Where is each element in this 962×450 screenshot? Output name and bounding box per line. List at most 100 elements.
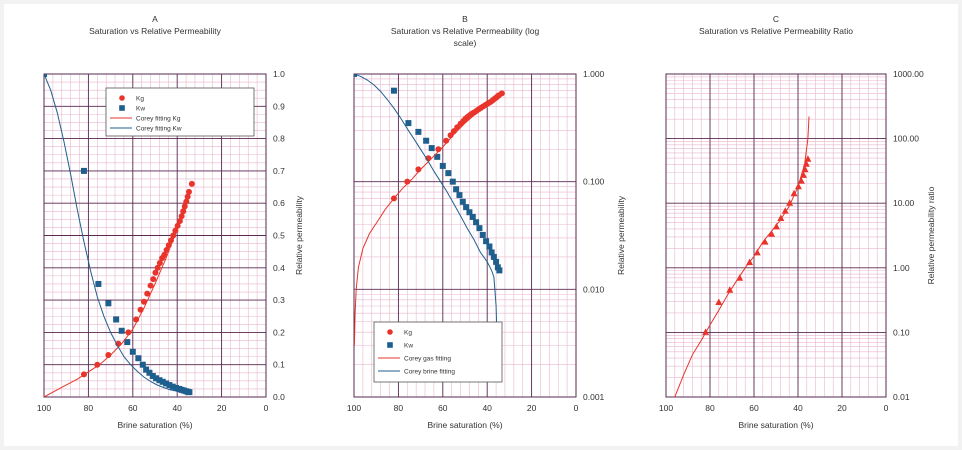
data-point (147, 282, 154, 289)
fit-line (354, 94, 501, 346)
data-point (781, 207, 789, 214)
series-kg (80, 180, 195, 378)
data-point (439, 162, 446, 169)
data-point (144, 290, 151, 297)
legend (373, 321, 503, 383)
data-point (154, 264, 161, 271)
x-tick-label: 0 (574, 403, 579, 413)
data-point (488, 249, 495, 256)
data-point (415, 128, 422, 135)
major-grid (665, 73, 887, 398)
data-point (768, 230, 776, 237)
data-point (94, 361, 101, 368)
data-point (469, 213, 476, 220)
series-corey-gas-fitting (354, 94, 501, 346)
data-point (354, 74, 357, 77)
x-tick-label: 100 (659, 403, 673, 413)
data-point (715, 298, 723, 306)
fit-line (44, 74, 189, 393)
x-tick-label: 20 (837, 403, 847, 413)
chart-title: Saturation vs Relative Permeability (89, 26, 222, 36)
data-point (800, 171, 807, 178)
data-point (434, 153, 441, 160)
data-point (173, 384, 180, 391)
chart-B (353, 73, 577, 398)
legend-label: Kg (136, 96, 144, 103)
legend-marker-circle (387, 329, 393, 335)
data-point (790, 189, 798, 197)
figure-svg: A Saturation vs Relative Permeability 100 8… (37, 14, 936, 430)
x-tick-label: 40 (482, 403, 492, 413)
x-tick-label: 80 (394, 403, 404, 413)
data-point (170, 232, 177, 239)
legend-label: Kw (404, 343, 413, 350)
data-point (445, 170, 452, 177)
data-point (786, 199, 794, 206)
data-point (139, 361, 146, 368)
data-point (801, 165, 809, 173)
data-point (163, 247, 170, 254)
data-point (405, 120, 412, 127)
x-axis-label: Brine saturation (%) (738, 420, 813, 430)
data-point (80, 167, 87, 174)
legend-label: Kw (136, 106, 145, 113)
y-tick-label: 0.5 (273, 231, 285, 241)
data-point (473, 219, 480, 226)
data-point (486, 243, 493, 250)
data-point (459, 198, 466, 205)
y-tick-label: 0.8 (273, 134, 285, 144)
y-axis-label: Relative permeability (294, 195, 304, 275)
plot-frame (665, 73, 887, 398)
y-tick-label: 1.00 (893, 263, 910, 273)
data-point (466, 209, 473, 216)
y-tick-label: 0.010 (583, 284, 605, 294)
y-tick-label: 0.0 (273, 392, 285, 402)
data-point (423, 137, 430, 144)
series-kw (354, 74, 503, 274)
data-point (404, 178, 411, 185)
series-corey-fitting-kw (44, 74, 189, 393)
data-point (149, 373, 156, 380)
data-point (161, 251, 168, 258)
legend-label: Corey fitting Kg (136, 116, 181, 123)
data-point (146, 369, 153, 376)
chart-A (43, 73, 267, 398)
data-point (129, 348, 136, 355)
y-tick-label: 0.4 (273, 263, 285, 273)
y-tick-label: 100.00 (893, 134, 919, 144)
chart-letter: B (462, 14, 468, 24)
x-tick-label: 60 (438, 403, 448, 413)
series-ratio (702, 155, 812, 335)
x-tick-label: 20 (527, 403, 537, 413)
y-tick-label: 0.100 (583, 177, 605, 187)
figure-panel: A Saturation vs Relative Permeability 100 8… (4, 4, 958, 446)
data-point (166, 382, 173, 389)
data-point (169, 383, 176, 390)
x-tick-label: 0 (884, 403, 889, 413)
chart-title-line: scale) (454, 38, 477, 48)
data-point (143, 366, 150, 373)
x-tick-label: 100 (37, 403, 51, 413)
data-point (105, 352, 112, 359)
y-tick-label: 0.7 (273, 166, 285, 176)
data-point (476, 225, 483, 232)
data-point (105, 300, 112, 307)
data-point (124, 339, 131, 346)
x-tick-label: 60 (749, 403, 759, 413)
legend (105, 87, 255, 137)
chart-title-line: Saturation vs Relative Permeability (log (391, 26, 540, 36)
series-kw (44, 74, 193, 396)
data-point (490, 253, 497, 260)
y-tick-label: 1.000 (583, 69, 605, 79)
data-point (163, 380, 170, 387)
x-axis-label: Brine saturation (%) (427, 420, 502, 430)
data-point (702, 328, 710, 335)
data-point (483, 238, 490, 245)
y-tick-label: 0.01 (893, 392, 910, 402)
data-point (493, 258, 500, 265)
data-point (125, 329, 132, 336)
legend-label: Corey fitting Kw (136, 126, 182, 133)
x-tick-label: 100 (347, 403, 361, 413)
data-point (726, 286, 734, 293)
data-point (118, 327, 125, 334)
